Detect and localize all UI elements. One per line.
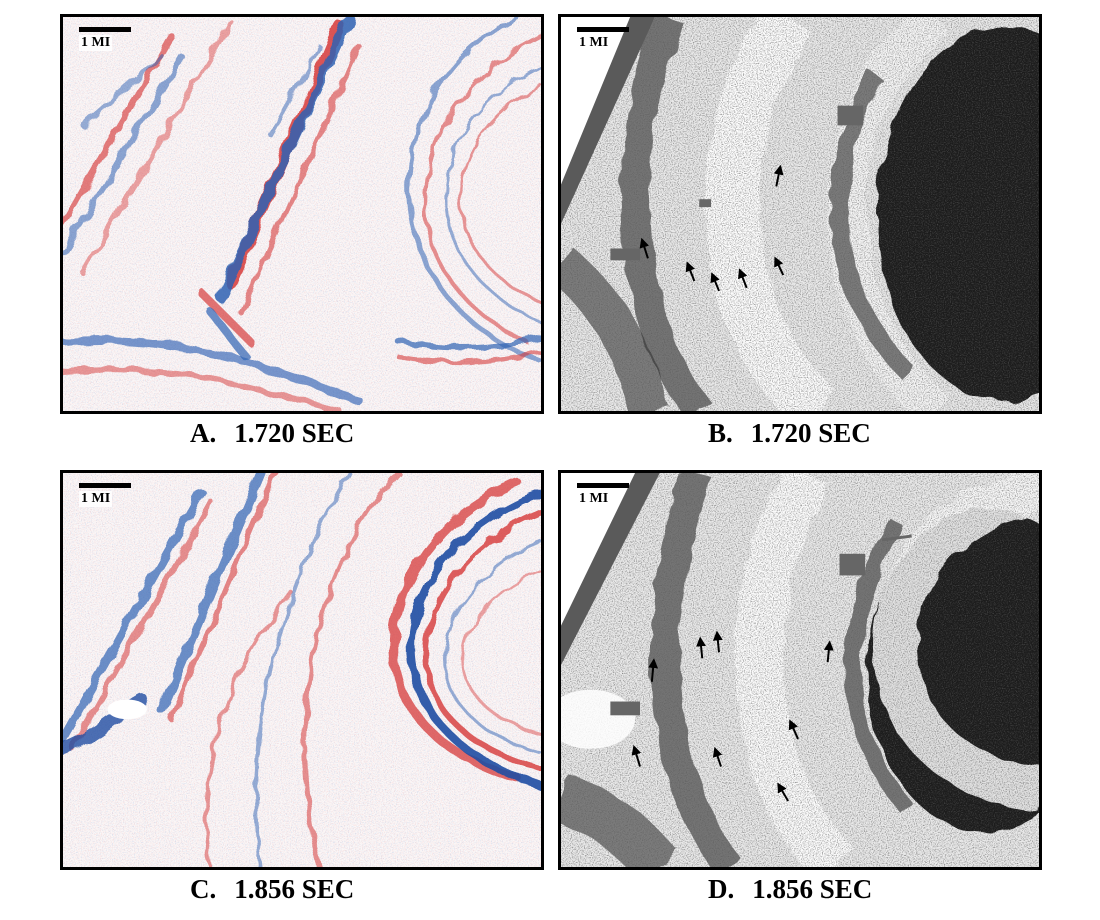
caption-c-time: 1.856 SEC: [234, 874, 355, 904]
caption-c-letter: C.: [190, 874, 217, 904]
seismic-amplitude-map-c: [63, 473, 541, 867]
caption-c: C. 1.856 SEC: [190, 874, 354, 905]
scale-bar: 1 MI: [79, 483, 131, 507]
caption-a-letter: A.: [190, 418, 217, 448]
coherence-map-d: [561, 473, 1039, 867]
caption-d: D. 1.856 SEC: [708, 874, 872, 905]
scale-bar-label: 1 MI: [79, 35, 113, 51]
scale-bar-label: 1 MI: [577, 35, 611, 51]
caption-d-letter: D.: [708, 874, 735, 904]
scale-bar-label: 1 MI: [79, 491, 113, 507]
seismic-amplitude-map-a: [63, 17, 541, 411]
scale-bar-label: 1 MI: [577, 491, 611, 507]
panel-d-attribute-slice: 1 MI: [558, 470, 1042, 870]
panel-c-seismic-slice: 1 MI: [60, 470, 544, 870]
caption-b: B. 1.720 SEC: [708, 418, 871, 449]
coherence-map-b: [561, 17, 1039, 411]
scale-bar: 1 MI: [577, 27, 629, 51]
scale-bar-line: [79, 483, 131, 488]
panel-b-attribute-slice: 1 MI: [558, 14, 1042, 414]
scale-bar: 1 MI: [79, 27, 131, 51]
scale-bar-line: [577, 483, 629, 488]
caption-a-time: 1.720 SEC: [234, 418, 355, 448]
caption-a: A. 1.720 SEC: [190, 418, 354, 449]
scale-bar-line: [79, 27, 131, 32]
scale-bar-line: [577, 27, 629, 32]
caption-d-time: 1.856 SEC: [752, 874, 873, 904]
scale-bar: 1 MI: [577, 483, 629, 507]
caption-b-time: 1.720 SEC: [750, 418, 871, 448]
panel-a-seismic-slice: 1 MI: [60, 14, 544, 414]
caption-b-letter: B.: [708, 418, 733, 448]
